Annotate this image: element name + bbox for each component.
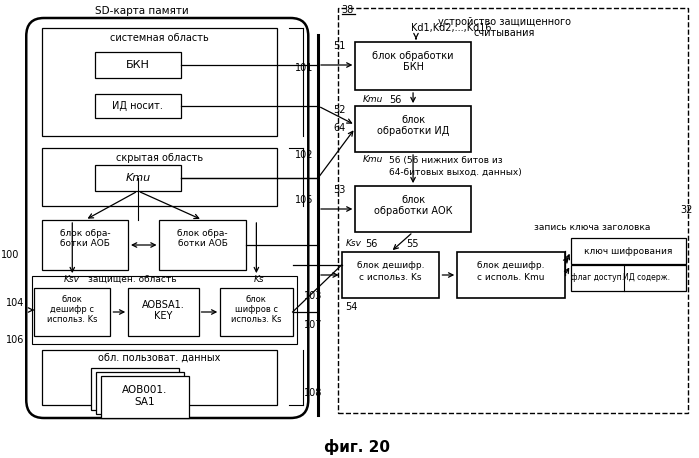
Bar [338, 8, 689, 413]
Text: запись ключа заголовка: запись ключа заголовка [534, 224, 651, 233]
Text: Ksv: Ksv [345, 240, 361, 249]
Bar [355, 186, 471, 232]
Text: SA1: SA1 [134, 397, 155, 407]
Text: 64: 64 [333, 123, 345, 133]
Text: с исполь. Kmu: с исполь. Kmu [477, 273, 545, 282]
Text: блок обра-: блок обра- [178, 229, 228, 238]
Text: 102: 102 [294, 150, 313, 160]
Text: флаг доступ.: флаг доступ. [570, 273, 624, 283]
Text: Ks: Ks [254, 276, 265, 284]
Text: использ. Ks: использ. Ks [231, 316, 282, 325]
Bar [42, 220, 128, 270]
Bar [570, 238, 686, 264]
Text: Kmu: Kmu [363, 96, 384, 104]
Text: SD-карта памяти: SD-карта памяти [95, 6, 189, 16]
Text: Kd1,Kd2,...,Kd16: Kd1,Kd2,...,Kd16 [411, 23, 491, 33]
Text: блок обработки: блок обработки [373, 51, 454, 61]
Text: блок обра-: блок обра- [59, 229, 110, 238]
Text: 107: 107 [304, 320, 323, 330]
Text: обл. пользоват. данных: обл. пользоват. данных [99, 353, 221, 363]
Text: ИД носит.: ИД носит. [113, 101, 164, 111]
Text: 54: 54 [345, 302, 358, 312]
Bar [159, 220, 245, 270]
Text: 56: 56 [365, 239, 377, 249]
Text: Ksv: Ksv [64, 276, 80, 284]
Text: ботки АОБ: ботки АОБ [60, 240, 110, 249]
Bar [32, 276, 296, 344]
Text: БКН: БКН [126, 60, 150, 70]
Bar [34, 288, 110, 336]
Text: блок: блок [246, 295, 267, 305]
Text: 101: 101 [294, 63, 313, 73]
Text: блок: блок [401, 195, 425, 205]
Text: 105: 105 [294, 195, 313, 205]
Text: AOBSA1.: AOBSA1. [142, 300, 185, 310]
Text: 56: 56 [389, 95, 402, 105]
Text: устройство защищенного: устройство защищенного [438, 17, 570, 27]
Text: 56 (56 нижних битов из: 56 (56 нижних битов из [389, 156, 502, 164]
Bar [96, 372, 184, 414]
Bar [355, 106, 471, 152]
Text: блок дешифр.: блок дешифр. [477, 261, 545, 269]
Text: 32: 32 [681, 205, 693, 215]
Bar [42, 28, 277, 136]
Bar [101, 376, 189, 418]
Bar [95, 165, 181, 191]
FancyBboxPatch shape [27, 18, 308, 418]
Text: KEY: KEY [154, 311, 173, 321]
Text: Kmu: Kmu [363, 156, 384, 164]
Text: 64-битовых выход. данных): 64-битовых выход. данных) [389, 168, 521, 176]
Text: 53: 53 [333, 185, 345, 195]
Text: БКН: БКН [403, 62, 424, 72]
Text: скрытая область: скрытая область [116, 153, 203, 163]
Text: 100: 100 [1, 250, 20, 260]
Text: 104: 104 [6, 298, 24, 308]
Text: обработки АОК: обработки АОК [374, 206, 452, 216]
Text: системная область: системная область [110, 33, 209, 43]
Text: ключ шифрования: ключ шифрования [584, 246, 672, 256]
Text: 51: 51 [333, 41, 345, 51]
Text: 106: 106 [6, 335, 24, 345]
Bar [457, 252, 565, 298]
Text: 103: 103 [304, 291, 323, 301]
Bar [95, 52, 181, 78]
Text: блок дешифр.: блок дешифр. [356, 261, 424, 269]
Text: использ. Ks: использ. Ks [47, 316, 98, 325]
Bar [42, 350, 277, 405]
Bar [220, 288, 293, 336]
Text: AOB001.: AOB001. [122, 385, 168, 395]
Bar [42, 148, 277, 206]
Text: блок: блок [62, 295, 82, 305]
Text: 52: 52 [333, 105, 345, 115]
Bar [355, 42, 471, 90]
Bar [128, 288, 199, 336]
Text: Kmu: Kmu [125, 173, 150, 183]
Bar [91, 368, 179, 410]
Text: блок: блок [401, 115, 425, 125]
Bar [570, 265, 686, 291]
Text: дешифр с: дешифр с [50, 305, 94, 315]
Text: считывания: считывания [473, 28, 535, 38]
Text: с использ. Ks: с использ. Ks [359, 273, 421, 282]
Text: ботки АОБ: ботки АОБ [178, 240, 227, 249]
Text: ИД содерж.: ИД содерж. [623, 273, 670, 283]
Bar [342, 252, 440, 298]
Bar [95, 94, 181, 118]
Text: защищен. область: защищен. область [87, 276, 176, 284]
Text: фиг. 20: фиг. 20 [324, 439, 390, 455]
Text: обработки ИД: обработки ИД [377, 126, 449, 136]
Text: 108: 108 [304, 388, 323, 398]
Text: шифров с: шифров с [235, 305, 278, 315]
Text: 55: 55 [406, 239, 419, 249]
Text: 38: 38 [342, 5, 354, 15]
